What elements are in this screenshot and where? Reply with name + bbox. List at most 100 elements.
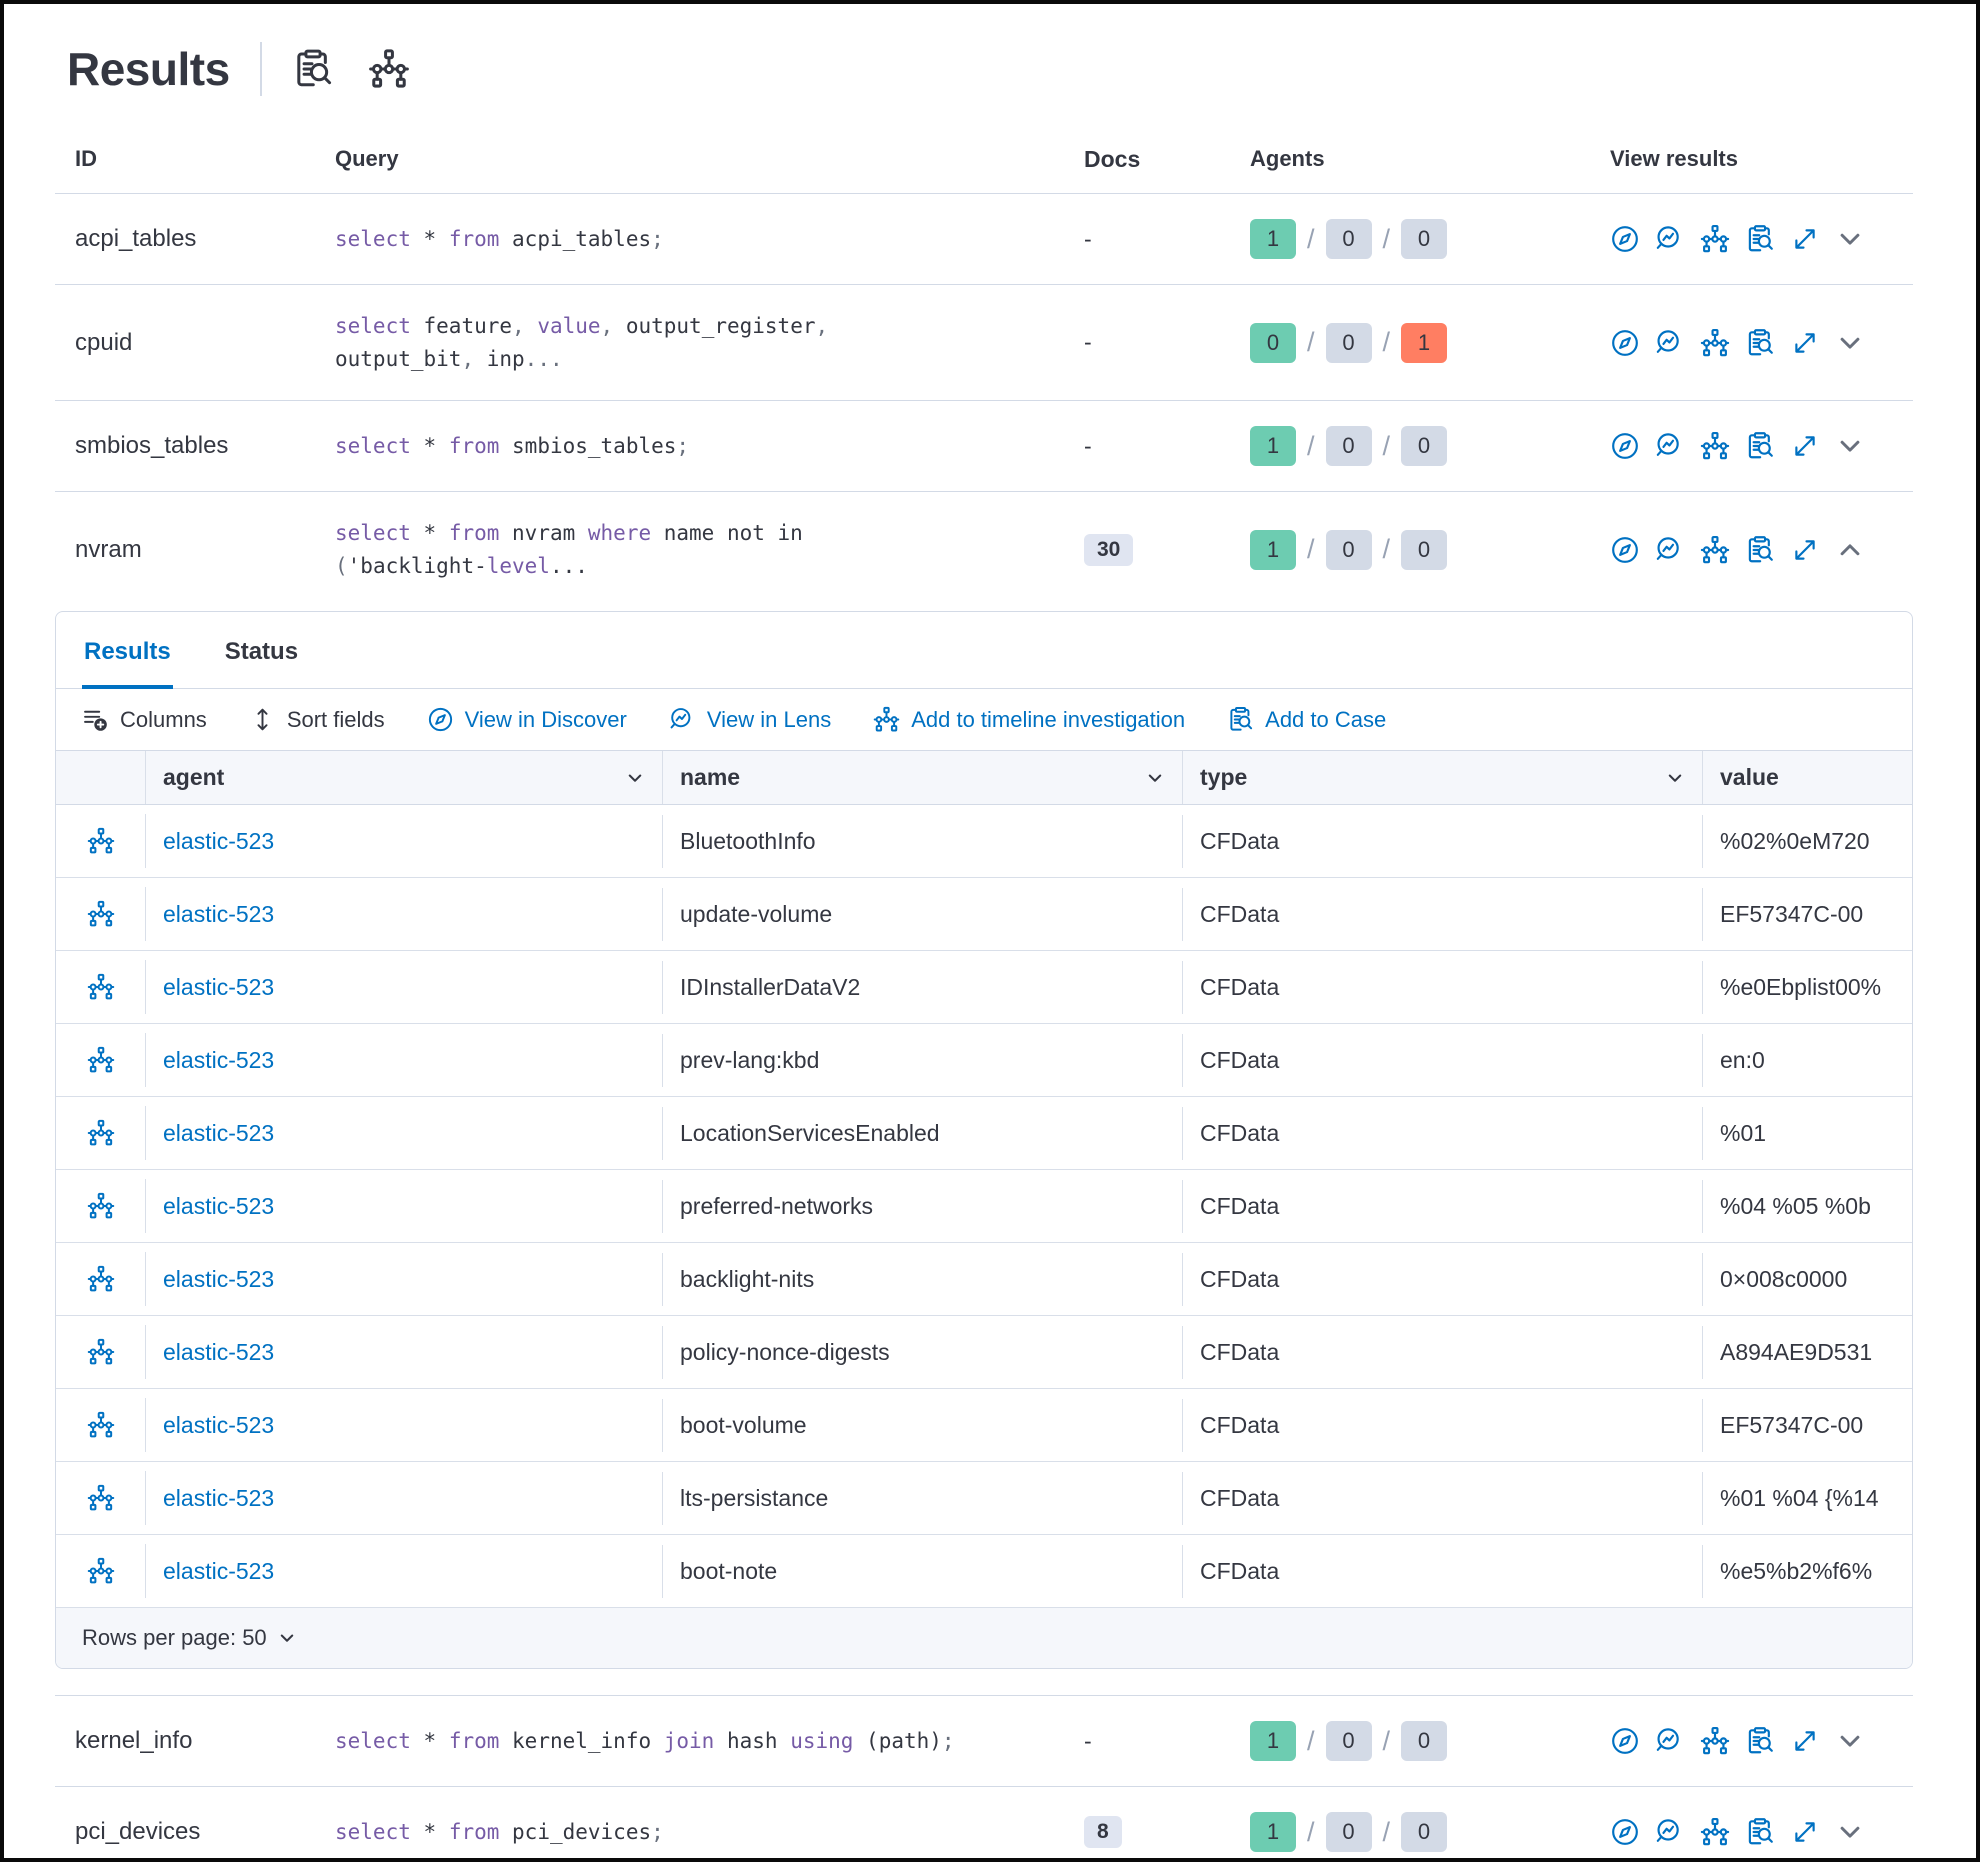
toolbar-columns[interactable]: Columns — [82, 706, 207, 733]
query-id: smbios_tables — [75, 432, 229, 460]
lens-icon[interactable] — [1655, 535, 1685, 565]
toolbar-label: Add to Case — [1265, 706, 1387, 732]
col-header-id: ID — [75, 146, 97, 171]
timeline-icon[interactable] — [1700, 1817, 1730, 1847]
grid-col-header-type[interactable]: type — [1183, 751, 1703, 805]
agent-green-badge: 0 — [1250, 322, 1296, 363]
grid-row: elastic-523 LocationServicesEnabled CFData… — [56, 1097, 1912, 1171]
inspect-icon[interactable] — [1745, 1726, 1775, 1756]
timeline-icon[interactable] — [87, 827, 115, 855]
toolbar-view-in-lens[interactable]: View in Lens — [669, 706, 831, 733]
inspect-icon[interactable] — [292, 48, 334, 90]
cell-value: %e5%b2%f6% — [1720, 1557, 1873, 1584]
cell-name: update-volume — [663, 887, 1183, 941]
agent-link[interactable]: elastic-523 — [163, 1557, 275, 1584]
timeline-icon[interactable] — [87, 1411, 115, 1439]
lens-icon[interactable] — [1655, 431, 1685, 461]
expand-icon[interactable] — [1790, 224, 1820, 254]
tab-status[interactable]: Status — [224, 638, 299, 666]
timeline-icon[interactable] — [87, 1192, 115, 1220]
chevron-down-icon[interactable] — [1835, 431, 1865, 461]
timeline-icon[interactable] — [1700, 224, 1730, 254]
cell-name: boot-note — [663, 1544, 1183, 1598]
timeline-icon[interactable] — [1700, 328, 1730, 358]
row-actions — [56, 1179, 146, 1234]
inspect-icon[interactable] — [1745, 328, 1775, 358]
chevron-down-icon[interactable] — [1835, 328, 1865, 358]
agent-green-badge: 1 — [1250, 1812, 1296, 1853]
agent-link[interactable]: elastic-523 — [163, 1119, 275, 1146]
agents-status: 0 / 0 / 1 — [1250, 322, 1610, 363]
lens-icon[interactable] — [1655, 1817, 1685, 1847]
timeline-icon[interactable] — [87, 900, 115, 928]
toolbar-sort-fields[interactable]: Sort fields — [249, 706, 385, 733]
timeline-icon[interactable] — [1700, 431, 1730, 461]
agent-link[interactable]: elastic-523 — [163, 1484, 275, 1511]
discover-icon[interactable] — [1610, 431, 1640, 461]
chevron-down-icon[interactable] — [1835, 224, 1865, 254]
query-row-acpi_tables: acpi_tables select * from acpi_tables; - 1 /… — [55, 194, 1913, 285]
agent-link[interactable]: elastic-523 — [163, 1338, 275, 1365]
discover-icon[interactable] — [1610, 535, 1640, 565]
timeline-icon[interactable] — [87, 1338, 115, 1366]
view-results-actions — [1610, 328, 1913, 358]
expand-icon[interactable] — [1790, 535, 1820, 565]
expand-icon[interactable] — [1790, 1817, 1820, 1847]
timeline-icon[interactable] — [1700, 535, 1730, 565]
chevron-down-icon[interactable] — [1835, 1817, 1865, 1847]
agent-link[interactable]: elastic-523 — [163, 1411, 275, 1438]
timeline-icon[interactable] — [87, 1557, 115, 1585]
timeline-icon[interactable] — [87, 1046, 115, 1074]
lens-icon[interactable] — [1655, 224, 1685, 254]
discover-icon[interactable] — [1610, 328, 1640, 358]
grid-col-header-value[interactable]: value — [1703, 751, 1912, 804]
chevron-down-icon[interactable] — [1665, 768, 1685, 788]
expand-icon[interactable] — [1790, 431, 1820, 461]
expand-icon[interactable] — [1790, 1726, 1820, 1756]
chevron-down-icon[interactable] — [625, 768, 645, 788]
discover-icon[interactable] — [1610, 1817, 1640, 1847]
inspect-icon[interactable] — [1745, 1817, 1775, 1847]
agent-link[interactable]: elastic-523 — [163, 1046, 275, 1073]
docs-badge: 30 — [1084, 533, 1134, 566]
toolbar-add-to-timeline-investigation[interactable]: Add to timeline investigation — [873, 706, 1185, 733]
agents-status: 1 / 0 / 0 — [1250, 529, 1610, 570]
agent-link[interactable]: elastic-523 — [163, 1265, 275, 1292]
cell-agent: elastic-523 — [146, 1179, 663, 1233]
discover-icon[interactable] — [1610, 1726, 1640, 1756]
cell-type: CFData — [1183, 814, 1703, 868]
expand-icon[interactable] — [1790, 328, 1820, 358]
agent-link[interactable]: elastic-523 — [163, 1192, 275, 1219]
chevron-up-icon[interactable] — [1835, 535, 1865, 565]
inspect-icon[interactable] — [1745, 535, 1775, 565]
chevron-down-icon[interactable] — [1835, 1726, 1865, 1756]
cell-name: policy-nonce-digests — [663, 1325, 1183, 1379]
grid-col-header-name[interactable]: name — [663, 751, 1183, 805]
grid-col-header-agent[interactable]: agent — [146, 751, 663, 805]
toolbar-view-in-discover[interactable]: View in Discover — [427, 706, 627, 733]
chevron-down-icon[interactable] — [1145, 768, 1165, 788]
rows-per-page-control[interactable]: Rows per page: 50 — [82, 1625, 297, 1651]
cell-agent: elastic-523 — [146, 814, 663, 868]
agent-link[interactable]: elastic-523 — [163, 973, 275, 1000]
tab-results[interactable]: Results — [82, 612, 173, 690]
lens-icon[interactable] — [1655, 1726, 1685, 1756]
timeline-icon[interactable] — [87, 1265, 115, 1293]
agent-link[interactable]: elastic-523 — [163, 827, 275, 854]
timeline-icon[interactable] — [1700, 1726, 1730, 1756]
inspect-icon[interactable] — [1745, 224, 1775, 254]
timeline-icon[interactable] — [87, 1119, 115, 1147]
timeline-icon[interactable] — [368, 48, 410, 90]
timeline-icon[interactable] — [87, 973, 115, 1001]
inspect-icon[interactable] — [1745, 431, 1775, 461]
timeline-icon[interactable] — [87, 1484, 115, 1512]
agent-gray-badge: 0 — [1325, 529, 1372, 570]
agent-link[interactable]: elastic-523 — [163, 900, 275, 927]
toolbar-add-to-case[interactable]: Add to Case — [1227, 706, 1386, 733]
discover-icon[interactable] — [1610, 224, 1640, 254]
header-actions — [292, 48, 410, 90]
lens-icon[interactable] — [1655, 328, 1685, 358]
agent-gray-badge: 0 — [1401, 1721, 1448, 1762]
cell-value: %02%0eM720 — [1720, 827, 1870, 854]
agent-gray-badge: 0 — [1401, 1812, 1448, 1853]
